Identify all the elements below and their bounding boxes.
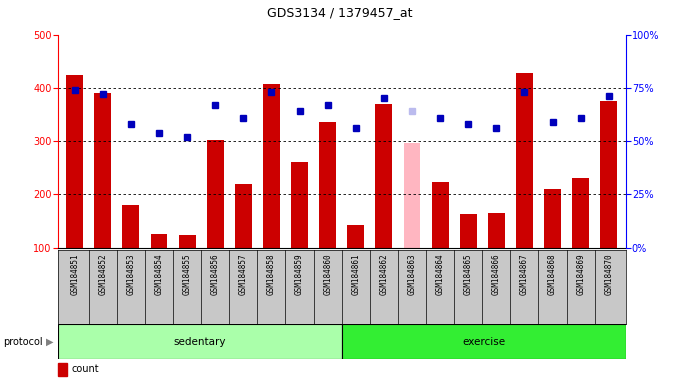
Text: GSM184869: GSM184869 <box>576 253 585 295</box>
Text: GSM184864: GSM184864 <box>436 253 445 295</box>
Text: GSM184866: GSM184866 <box>492 253 500 295</box>
Bar <box>58 324 341 359</box>
Text: GSM184859: GSM184859 <box>295 253 304 295</box>
Text: protocol: protocol <box>3 337 43 347</box>
Bar <box>150 234 167 248</box>
Text: count: count <box>71 364 99 374</box>
Bar <box>319 122 336 248</box>
Text: GSM184860: GSM184860 <box>323 253 332 295</box>
Bar <box>95 93 112 248</box>
Bar <box>460 214 477 248</box>
Text: GDS3134 / 1379457_at: GDS3134 / 1379457_at <box>267 6 413 19</box>
Bar <box>122 205 139 248</box>
Bar <box>179 235 196 248</box>
Text: GSM184865: GSM184865 <box>464 253 473 295</box>
Text: GSM184857: GSM184857 <box>239 253 248 295</box>
Bar <box>516 73 533 248</box>
Text: GSM184854: GSM184854 <box>154 253 163 295</box>
Text: sedentary: sedentary <box>173 337 226 347</box>
Bar <box>403 143 420 248</box>
Text: GSM184858: GSM184858 <box>267 253 276 295</box>
Bar <box>544 189 561 248</box>
Bar <box>263 84 280 248</box>
Text: GSM184851: GSM184851 <box>70 253 79 295</box>
Bar <box>341 324 626 359</box>
Text: GSM184863: GSM184863 <box>407 253 416 295</box>
Bar <box>572 179 589 248</box>
Bar <box>66 74 83 248</box>
Bar <box>235 184 252 248</box>
Text: GSM184855: GSM184855 <box>183 253 192 295</box>
Text: GSM184856: GSM184856 <box>211 253 220 295</box>
Text: GSM184852: GSM184852 <box>99 253 107 295</box>
Text: ▶: ▶ <box>46 337 54 347</box>
Bar <box>291 162 308 248</box>
Text: exercise: exercise <box>462 337 505 347</box>
Text: GSM184853: GSM184853 <box>126 253 135 295</box>
Text: GSM184867: GSM184867 <box>520 253 529 295</box>
Bar <box>600 101 617 248</box>
Text: GSM184862: GSM184862 <box>379 253 388 295</box>
Bar <box>375 104 392 248</box>
Text: GSM184870: GSM184870 <box>605 253 613 295</box>
Bar <box>207 140 224 248</box>
Bar <box>347 225 364 248</box>
Text: GSM184861: GSM184861 <box>352 253 360 295</box>
Bar <box>432 182 449 248</box>
Bar <box>488 213 505 248</box>
Text: GSM184868: GSM184868 <box>548 253 557 295</box>
